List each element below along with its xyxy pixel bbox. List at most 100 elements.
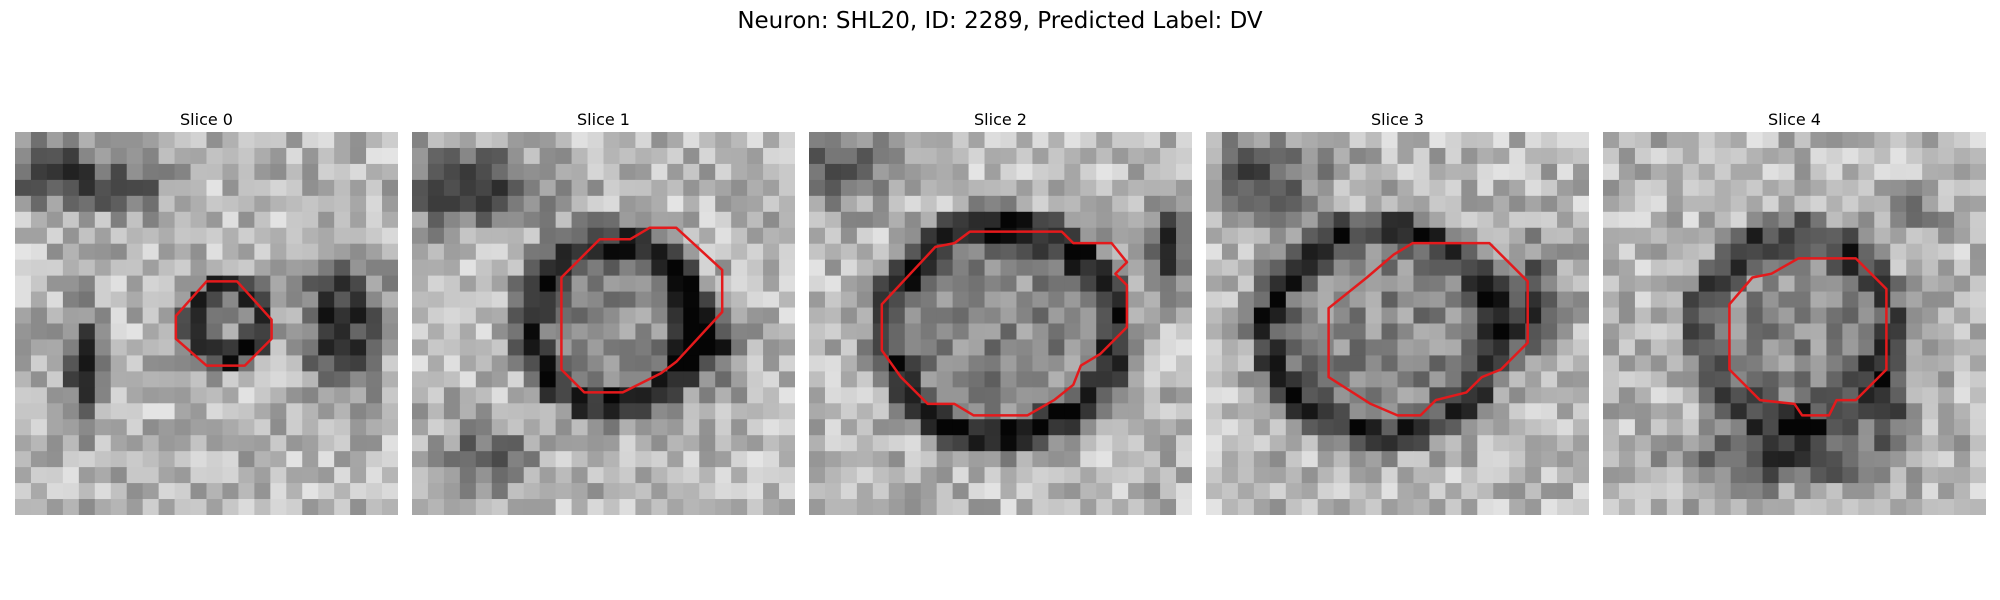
- pixel: [1429, 435, 1446, 452]
- pixel: [1221, 163, 1239, 181]
- pixel: [763, 195, 780, 213]
- pixel: [491, 467, 509, 484]
- pixel: [824, 275, 842, 293]
- pixel: [427, 291, 445, 309]
- pixel: [318, 291, 335, 309]
- pixel: [412, 419, 429, 436]
- pixel: [1096, 467, 1113, 484]
- pixel: [1525, 243, 1542, 261]
- pixel: [94, 243, 112, 261]
- pixel: [683, 371, 700, 388]
- pixel: [651, 147, 668, 165]
- pixel: [254, 451, 271, 468]
- pixel: [238, 227, 255, 245]
- pixel: [412, 147, 429, 165]
- pixel: [1269, 147, 1287, 165]
- pixel: [683, 195, 700, 213]
- pixel: [507, 291, 525, 309]
- pixel: [1842, 211, 1859, 229]
- pixel: [286, 163, 303, 181]
- pixel: [699, 147, 716, 165]
- pixel: [1810, 291, 1828, 309]
- pixel: [1253, 195, 1271, 213]
- pixel: [1064, 387, 1081, 404]
- pixel: [78, 323, 96, 341]
- pixel: [142, 419, 160, 436]
- pixel: [1842, 371, 1859, 388]
- pixel: [1064, 451, 1081, 468]
- pixel: [1778, 147, 1796, 165]
- pixel: [667, 227, 684, 245]
- pixel: [1301, 147, 1319, 165]
- pixel: [1365, 467, 1383, 484]
- pixel: [1477, 211, 1494, 229]
- pixel: [158, 259, 176, 277]
- pixel: [539, 259, 557, 277]
- pixel: [635, 419, 652, 436]
- pixel: [747, 467, 764, 484]
- pixel: [30, 179, 48, 197]
- pixel: [507, 211, 525, 229]
- pixel: [809, 179, 826, 197]
- pixel: [1349, 291, 1367, 309]
- pixel: [1525, 419, 1542, 436]
- pixel: [94, 467, 112, 484]
- pixel: [1128, 339, 1145, 357]
- pixel: [587, 339, 605, 357]
- pixel: [15, 179, 32, 197]
- pixel: [824, 467, 842, 484]
- pixel: [1285, 323, 1303, 341]
- pixel: [15, 451, 32, 468]
- pixel: [872, 467, 890, 484]
- pixel: [1461, 179, 1478, 197]
- pixel: [1237, 307, 1255, 325]
- pixel: [619, 467, 637, 484]
- pixel: [539, 435, 557, 452]
- pixel: [809, 147, 826, 165]
- pixel: [334, 243, 351, 261]
- pixel: [1954, 387, 1971, 404]
- pixel: [888, 211, 906, 229]
- pixel: [1080, 451, 1097, 468]
- pixel: [1603, 419, 1620, 436]
- pixel: [1381, 467, 1399, 484]
- pixel: [1413, 387, 1431, 404]
- pixel: [1000, 307, 1018, 325]
- pixel: [302, 291, 319, 309]
- pixel: [206, 211, 224, 229]
- pixel: [1206, 275, 1223, 293]
- pixel: [715, 371, 732, 388]
- pixel: [1269, 419, 1287, 436]
- pixel: [1714, 307, 1732, 325]
- pixel: [350, 179, 367, 197]
- pixel: [1160, 211, 1177, 229]
- pixel: [459, 291, 477, 309]
- pixel: [1826, 259, 1843, 277]
- pixel: [1618, 259, 1636, 277]
- pixel: [920, 435, 938, 452]
- pixel: [366, 387, 383, 404]
- pixel: [142, 243, 160, 261]
- pixel: [1603, 243, 1620, 261]
- pixel: [1206, 147, 1223, 165]
- pixel: [1493, 403, 1510, 420]
- pixel: [412, 243, 429, 261]
- pixel: [1493, 387, 1510, 404]
- pixel: [1541, 179, 1558, 197]
- pixel: [412, 451, 429, 468]
- pixel: [1144, 275, 1161, 293]
- pixel: [1858, 387, 1875, 404]
- pixel: [1906, 419, 1923, 436]
- pixel: [30, 275, 48, 293]
- pixel: [1603, 291, 1620, 309]
- pixel: [142, 147, 160, 165]
- pixel: [1128, 132, 1145, 149]
- pixel: [110, 227, 128, 245]
- pixel: [872, 435, 890, 452]
- pixel: [110, 275, 128, 293]
- pixel: [523, 323, 541, 341]
- pixel: [1477, 403, 1494, 420]
- pixel: [1128, 147, 1145, 165]
- pixel: [459, 419, 477, 436]
- pixel: [1064, 211, 1081, 229]
